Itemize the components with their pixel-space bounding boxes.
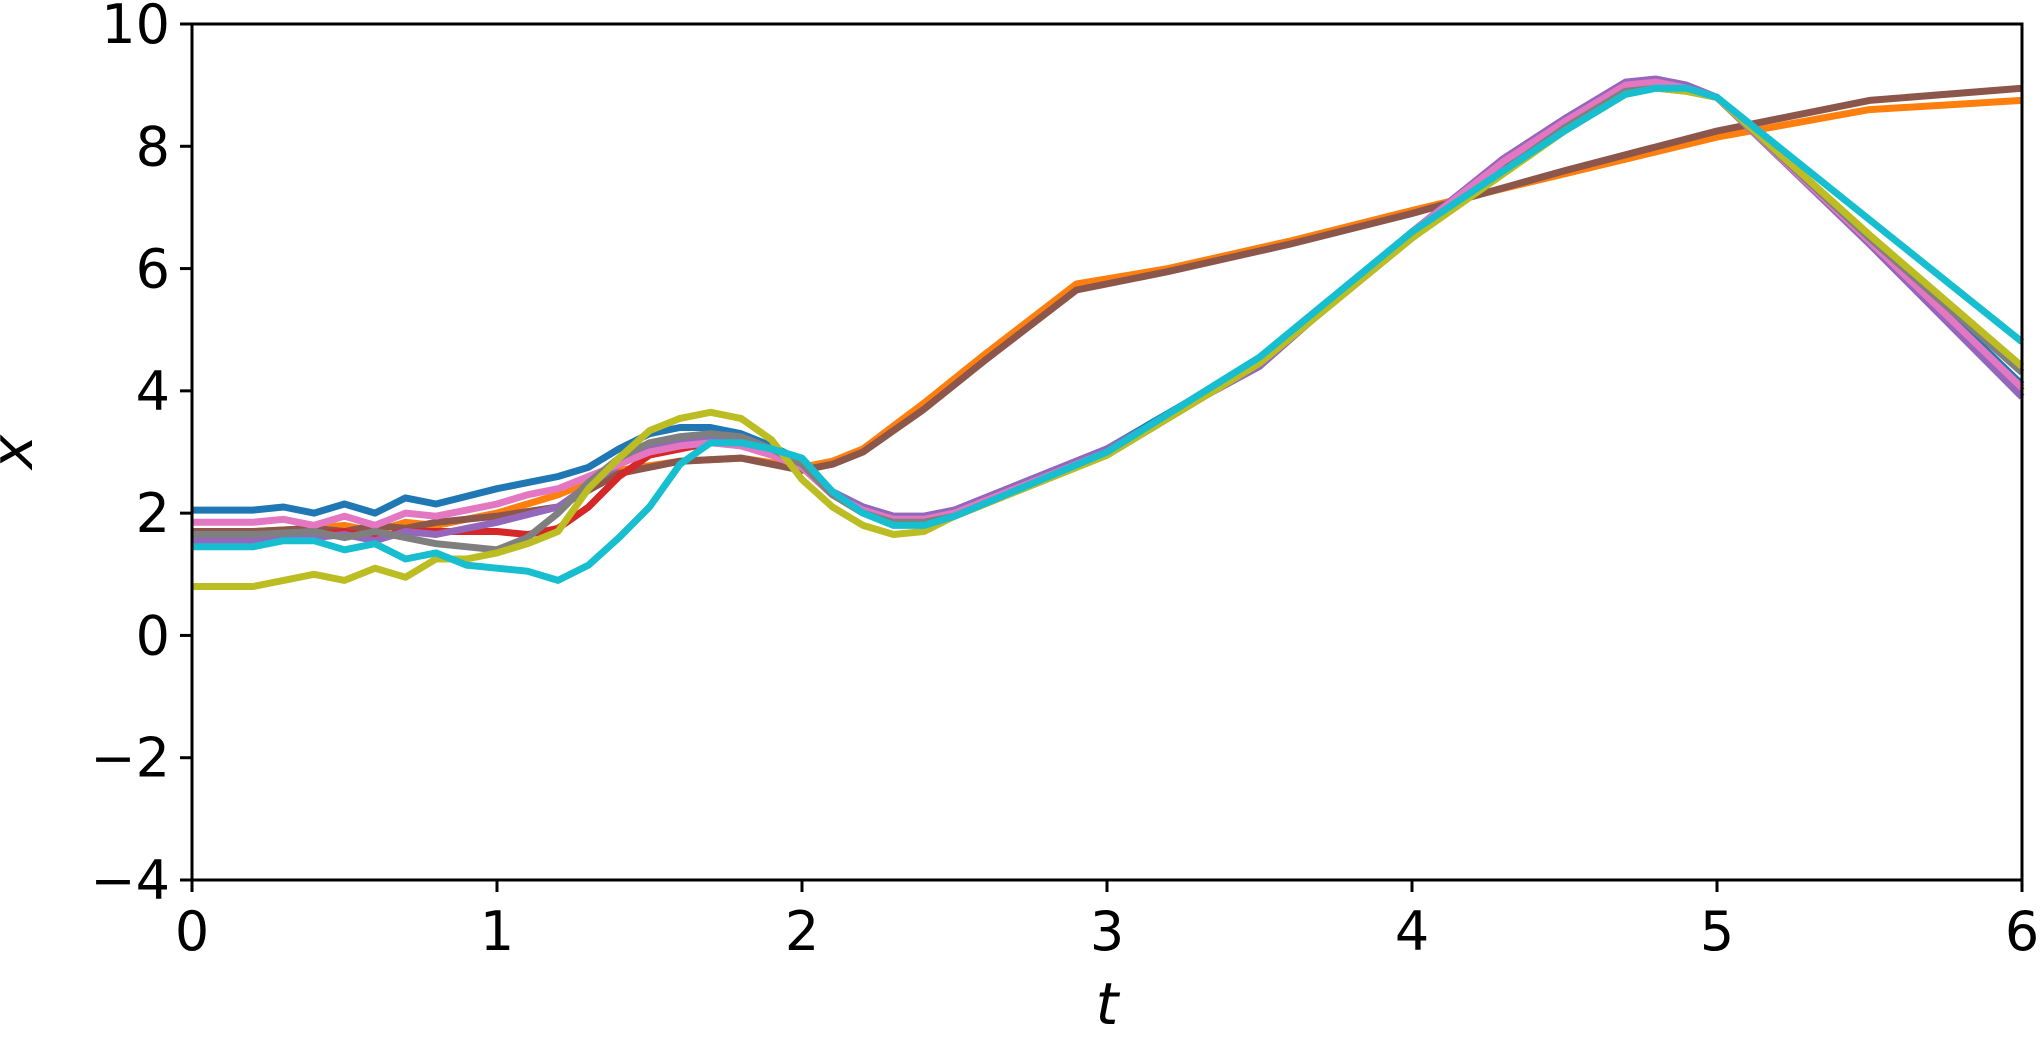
y-tick-label: 10 — [101, 0, 170, 56]
series-line-5 — [192, 75, 2025, 545]
y-axis: −4 −2 0 2 4 6 8 10 — [90, 0, 192, 912]
x-tick-label: 0 — [175, 900, 209, 963]
y-tick-label: 2 — [136, 482, 170, 545]
x-tick-label: 4 — [1395, 900, 1429, 963]
x-tick-label: 3 — [1090, 900, 1124, 963]
y-tick-label: 0 — [136, 604, 170, 667]
x-tick-label: 6 — [2005, 900, 2039, 963]
series-line-4 — [192, 81, 2025, 542]
y-tick-label: 4 — [136, 360, 170, 423]
x-tick-label: 1 — [480, 900, 514, 963]
series-line-1 — [192, 96, 2023, 535]
y-tick-label: 8 — [136, 115, 170, 178]
x-tick-label: 5 — [1700, 900, 1734, 963]
series-line-2 — [192, 84, 2023, 535]
series-line-9 — [192, 84, 2025, 584]
y-tick-label: −2 — [90, 727, 170, 790]
x-tick-label: 2 — [785, 900, 819, 963]
y-axis-label: x — [0, 434, 46, 471]
x-axis-label: t — [1096, 970, 1121, 1038]
series-line-6 — [192, 78, 2025, 529]
series-line-7 — [192, 84, 2025, 554]
x-axis: 0 1 2 3 4 5 6 — [175, 880, 2039, 963]
series-layer — [192, 75, 2025, 590]
y-tick-label: −4 — [90, 849, 170, 912]
y-tick-label: 6 — [136, 238, 170, 301]
